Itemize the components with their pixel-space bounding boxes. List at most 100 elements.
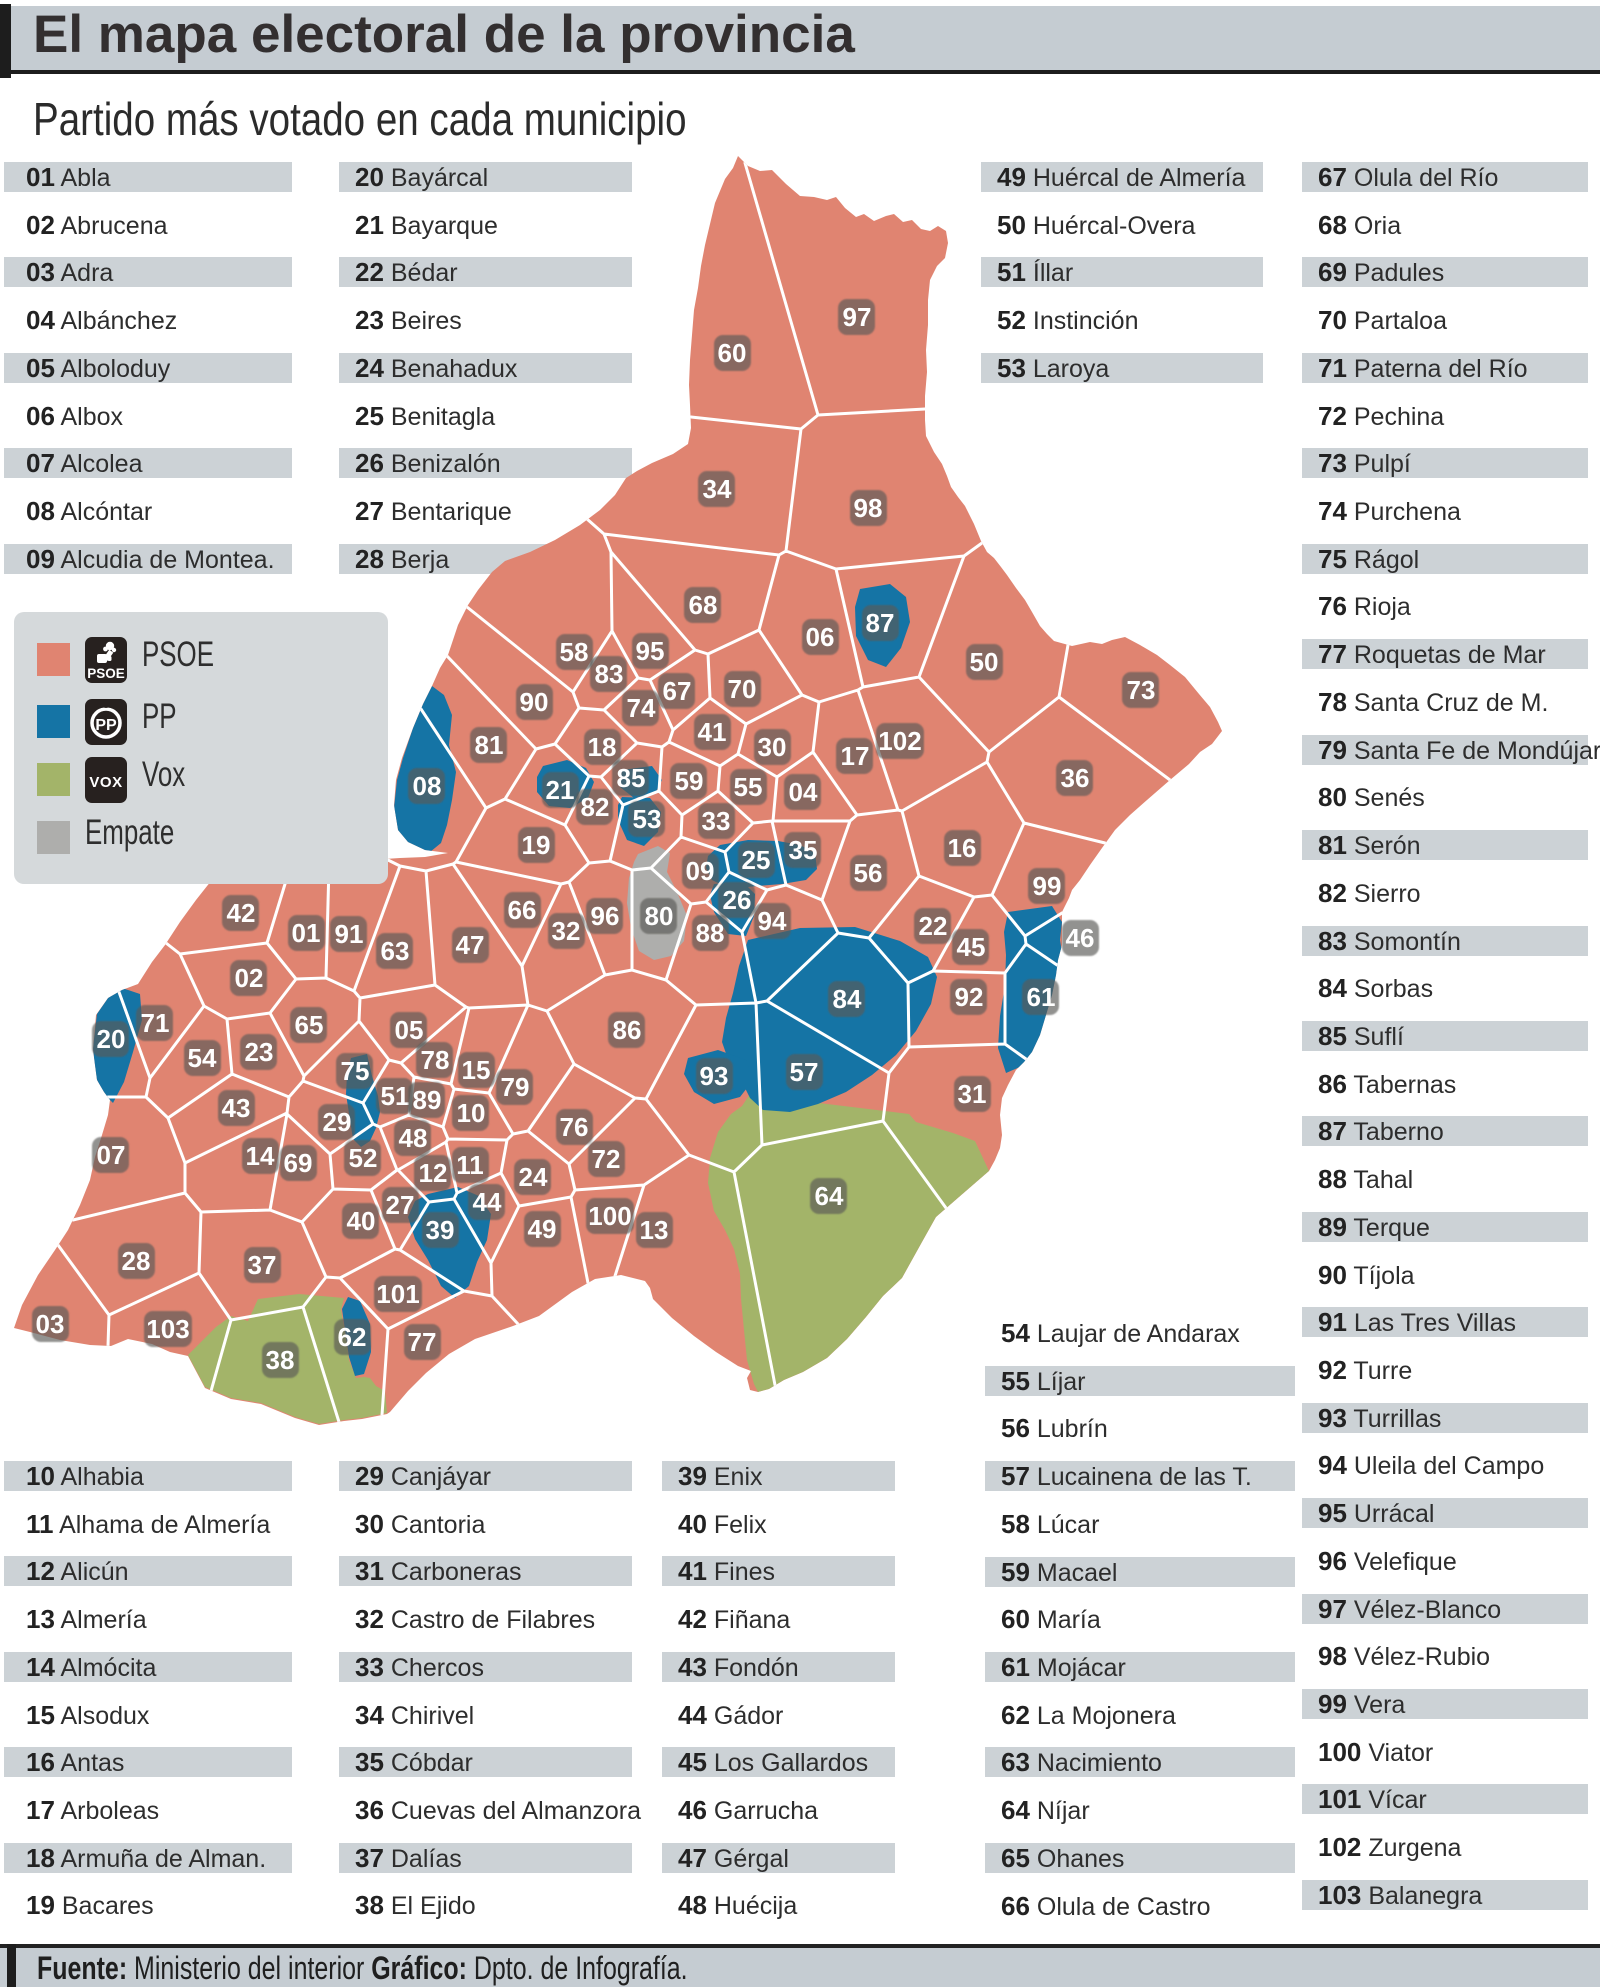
svg-text:90: 90 — [520, 687, 549, 717]
svg-text:60: 60 — [718, 338, 747, 368]
svg-text:01: 01 — [292, 918, 321, 948]
svg-text:98: 98 — [854, 493, 883, 523]
svg-text:70: 70 — [728, 674, 757, 704]
svg-text:92: 92 — [955, 982, 984, 1012]
svg-text:68: 68 — [689, 590, 718, 620]
svg-text:93: 93 — [700, 1061, 729, 1091]
svg-text:62: 62 — [338, 1322, 367, 1352]
svg-text:44: 44 — [473, 1187, 502, 1217]
svg-text:PP: PP — [95, 717, 117, 734]
svg-text:94: 94 — [758, 906, 787, 936]
svg-text:82: 82 — [581, 792, 610, 822]
svg-text:39: 39 — [426, 1215, 455, 1245]
svg-text:22: 22 — [919, 911, 948, 941]
svg-text:75: 75 — [341, 1056, 370, 1086]
svg-text:77: 77 — [408, 1327, 437, 1357]
svg-text:86: 86 — [613, 1015, 642, 1045]
svg-text:81: 81 — [475, 730, 504, 760]
svg-text:76: 76 — [560, 1112, 589, 1142]
svg-text:23: 23 — [245, 1037, 274, 1067]
svg-text:28: 28 — [122, 1246, 151, 1276]
svg-text:57: 57 — [790, 1057, 819, 1087]
svg-text:PSOE: PSOE — [87, 666, 125, 681]
svg-text:49: 49 — [528, 1214, 557, 1244]
svg-text:06: 06 — [806, 622, 835, 652]
svg-text:46: 46 — [1066, 923, 1095, 953]
svg-text:04: 04 — [789, 777, 818, 807]
svg-text:78: 78 — [421, 1045, 450, 1075]
svg-text:48: 48 — [399, 1123, 428, 1153]
svg-text:88: 88 — [696, 918, 725, 948]
svg-text:89: 89 — [413, 1085, 442, 1115]
svg-text:99: 99 — [1033, 871, 1062, 901]
svg-text:100: 100 — [588, 1201, 631, 1231]
svg-text:80: 80 — [645, 901, 674, 931]
svg-text:64: 64 — [815, 1181, 844, 1211]
svg-text:05: 05 — [395, 1015, 424, 1045]
svg-text:61: 61 — [1027, 982, 1056, 1012]
svg-text:21: 21 — [546, 775, 575, 805]
svg-text:24: 24 — [519, 1162, 548, 1192]
svg-text:40: 40 — [347, 1206, 376, 1236]
svg-text:34: 34 — [703, 474, 732, 504]
svg-text:56: 56 — [854, 858, 883, 888]
svg-text:17: 17 — [841, 741, 870, 771]
svg-text:19: 19 — [522, 830, 551, 860]
svg-text:11: 11 — [456, 1150, 484, 1180]
svg-text:59: 59 — [675, 766, 704, 796]
svg-text:38: 38 — [266, 1345, 295, 1375]
svg-text:07: 07 — [97, 1140, 126, 1170]
svg-text:25: 25 — [742, 845, 771, 875]
svg-text:102: 102 — [878, 726, 921, 756]
svg-text:73: 73 — [1127, 675, 1156, 705]
svg-text:31: 31 — [958, 1079, 987, 1109]
svg-text:54: 54 — [188, 1043, 217, 1073]
svg-text:08: 08 — [413, 771, 442, 801]
svg-text:63: 63 — [381, 936, 410, 966]
svg-text:69: 69 — [284, 1148, 313, 1178]
svg-text:30: 30 — [758, 732, 787, 762]
svg-text:84: 84 — [833, 984, 862, 1014]
svg-text:33: 33 — [702, 806, 731, 836]
svg-text:83: 83 — [595, 659, 624, 689]
svg-text:27: 27 — [386, 1190, 415, 1220]
svg-text:52: 52 — [349, 1143, 378, 1173]
svg-text:95: 95 — [636, 636, 665, 666]
svg-text:55: 55 — [734, 772, 763, 802]
svg-text:09: 09 — [686, 856, 715, 886]
svg-text:VOX: VOX — [89, 774, 122, 791]
svg-text:72: 72 — [592, 1144, 621, 1174]
svg-text:29: 29 — [323, 1107, 352, 1137]
svg-text:32: 32 — [552, 916, 581, 946]
svg-text:02: 02 — [235, 963, 264, 993]
svg-text:14: 14 — [246, 1141, 275, 1171]
svg-text:10: 10 — [457, 1098, 486, 1128]
svg-text:87: 87 — [866, 608, 895, 638]
svg-text:65: 65 — [295, 1010, 324, 1040]
svg-text:43: 43 — [222, 1093, 251, 1123]
svg-text:03: 03 — [36, 1309, 65, 1339]
svg-text:53: 53 — [633, 804, 662, 834]
svg-text:16: 16 — [948, 833, 977, 863]
svg-text:45: 45 — [957, 932, 986, 962]
svg-text:15: 15 — [462, 1055, 491, 1085]
svg-text:66: 66 — [508, 895, 537, 925]
svg-text:51: 51 — [381, 1081, 410, 1111]
svg-text:91: 91 — [335, 919, 364, 949]
svg-text:42: 42 — [227, 898, 256, 928]
svg-text:12: 12 — [419, 1158, 448, 1188]
svg-text:20: 20 — [97, 1024, 126, 1054]
svg-text:74: 74 — [627, 693, 656, 723]
svg-text:103: 103 — [146, 1314, 189, 1344]
svg-text:18: 18 — [588, 732, 617, 762]
svg-text:96: 96 — [591, 901, 620, 931]
svg-text:47: 47 — [456, 930, 485, 960]
svg-text:58: 58 — [560, 637, 589, 667]
svg-text:36: 36 — [1061, 763, 1090, 793]
svg-text:41: 41 — [698, 717, 727, 747]
svg-text:50: 50 — [970, 647, 999, 677]
svg-text:97: 97 — [843, 302, 872, 332]
svg-text:67: 67 — [663, 676, 692, 706]
svg-text:79: 79 — [501, 1072, 530, 1102]
svg-text:35: 35 — [789, 835, 818, 865]
